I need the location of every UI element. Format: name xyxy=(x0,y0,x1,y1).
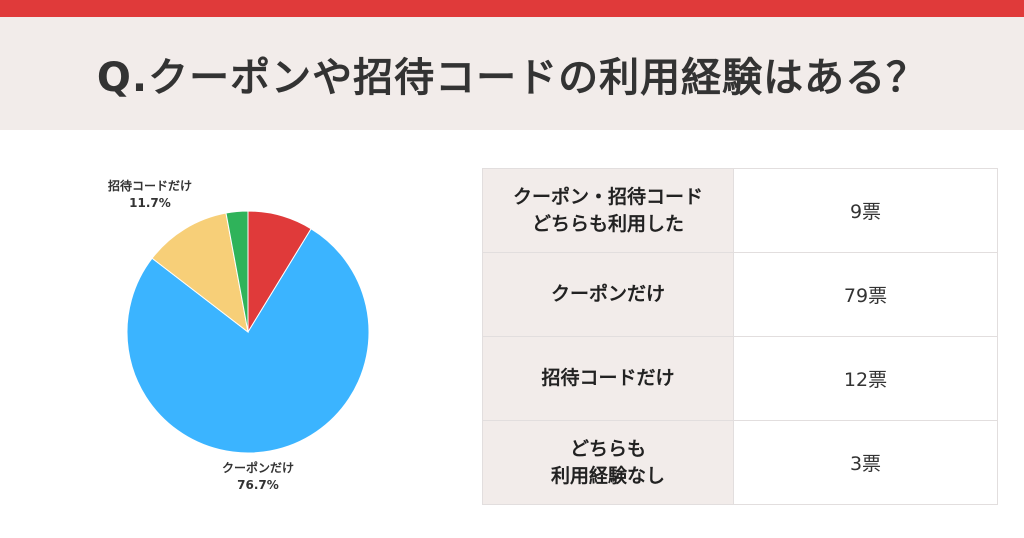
top-accent-bar xyxy=(0,0,1024,17)
title-band: Q.クーポンや招待コードの利用経験はある？ xyxy=(0,17,1024,130)
pie-label-invite-percent: 11.7% xyxy=(129,196,171,210)
pie-slices xyxy=(126,210,370,454)
pie-label-coupon-percent: 76.7% xyxy=(237,478,279,492)
row-value: 3票 xyxy=(733,420,998,505)
row-label-line: クーポン・招待コード xyxy=(512,185,703,208)
row-label: クーポン・招待コード どちらも利用した xyxy=(482,168,734,253)
table-row: クーポン・招待コード どちらも利用した 9票 xyxy=(482,168,998,253)
row-label-line: どちらも xyxy=(569,437,646,460)
pie-chart: 招待コードだけ 11.7% クーポンだけ 76.7% xyxy=(108,178,370,492)
pie-slice xyxy=(151,212,249,334)
row-label-line: 利用経験なし xyxy=(550,464,665,487)
row-value: 79票 xyxy=(733,252,998,337)
pie-slice xyxy=(126,228,370,454)
pie-label-coupon-name: クーポンだけ xyxy=(222,460,294,475)
row-label-line: クーポンだけ xyxy=(550,283,665,306)
row-label-line: どちらも利用した xyxy=(531,212,684,235)
table-row: 招待コードだけ 12票 xyxy=(482,336,998,421)
pie-slice xyxy=(225,210,249,333)
row-value: 12票 xyxy=(733,336,998,421)
table-row: どちらも 利用経験なし 3票 xyxy=(482,420,998,505)
row-label: どちらも 利用経験なし xyxy=(482,420,734,505)
row-label-line: 招待コードだけ xyxy=(541,367,675,390)
page-title: Q.クーポンや招待コードの利用経験はある？ xyxy=(96,54,928,101)
row-label: 招待コードだけ xyxy=(482,336,734,421)
row-value: 9票 xyxy=(733,168,998,253)
pie-label-invite-name: 招待コードだけ xyxy=(108,178,192,193)
row-label: クーポンだけ xyxy=(482,252,734,337)
results-table: クーポン・招待コード どちらも利用した 9票 クーポンだけ 79票 招待コードだ… xyxy=(482,168,998,505)
table-row: クーポンだけ 79票 xyxy=(482,252,998,337)
